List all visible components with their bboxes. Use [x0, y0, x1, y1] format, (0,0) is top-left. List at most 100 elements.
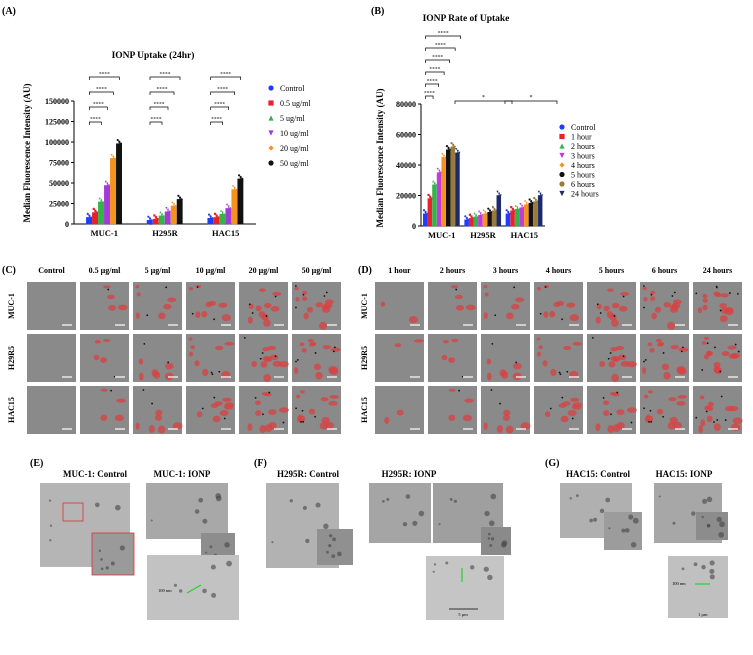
particle: [695, 292, 698, 295]
sig-bracket: [88, 76, 120, 80]
cell-fluorescence: [319, 321, 328, 330]
data-point: [214, 218, 217, 221]
sig-label: ****: [217, 87, 228, 93]
cell-fluorescence: [251, 360, 257, 368]
cell-fluorescence: [543, 311, 549, 319]
particle: [724, 419, 727, 421]
micrograph: [133, 282, 182, 330]
y-tick-label: 0: [65, 220, 69, 229]
cell-fluorescence: [611, 319, 619, 327]
data-point: [465, 217, 468, 220]
tem-e-control-inset: [92, 533, 134, 575]
particle: [607, 357, 610, 360]
cell-fluorescence: [611, 373, 619, 382]
particle: [515, 361, 518, 364]
cell-fluorescence: [167, 297, 177, 303]
cell-fluorescence: [195, 311, 201, 319]
panel-label-b: (B): [371, 6, 384, 17]
y-tick-label: 100000: [45, 138, 69, 147]
particle: [559, 373, 562, 376]
cell-fluorescence: [330, 347, 341, 352]
organelle: [487, 574, 493, 581]
sig-bracket: [210, 91, 236, 95]
organelle: [483, 566, 489, 572]
data-point: [488, 212, 491, 216]
cell-fluorescence: [599, 360, 605, 368]
data-point: [216, 219, 219, 223]
data-point: [434, 187, 437, 190]
data-point: [437, 173, 440, 176]
data-point: [222, 216, 225, 219]
data-point: [221, 211, 224, 214]
data-point: [95, 211, 99, 214]
particle: [300, 421, 302, 423]
sig-label: *: [530, 95, 533, 101]
particle: [323, 295, 326, 297]
panel-label-f: (F): [254, 458, 267, 469]
cell-fluorescence: [380, 301, 386, 307]
cell-fluorescence: [676, 400, 686, 406]
data-point: [499, 194, 502, 197]
cell-fluorescence: [138, 358, 144, 365]
cell-fluorescence: [259, 425, 267, 433]
cell-fluorescence: [263, 373, 271, 382]
cell-fluorescence: [215, 345, 224, 351]
particle: [213, 318, 215, 321]
particle: [599, 312, 602, 314]
x-tick-label: H295R: [152, 228, 178, 238]
data-point: [455, 153, 459, 156]
cell-fluorescence: [538, 345, 543, 350]
organelle: [432, 570, 435, 573]
cell-fluorescence: [301, 348, 307, 353]
particle: [248, 303, 251, 306]
data-point: [227, 205, 230, 208]
data-point: [540, 194, 544, 197]
row-label: HAC15: [360, 397, 369, 423]
data-point: [484, 210, 487, 214]
organelle: [405, 494, 411, 499]
data-point: [110, 153, 113, 156]
cell-fluorescence: [607, 425, 615, 433]
data-point: [465, 220, 468, 223]
data-point: [452, 149, 456, 152]
cell-fluorescence: [263, 319, 271, 327]
data-point: [496, 190, 499, 193]
organelle: [332, 537, 336, 542]
particle: [302, 420, 305, 423]
particle: [622, 355, 625, 358]
data-point: [99, 202, 102, 205]
cell-fluorescence: [272, 291, 282, 296]
cell-fluorescence: [536, 351, 542, 357]
row-label: MUC-1: [360, 293, 369, 319]
chart-a-title: IONP Uptake (24hr): [112, 50, 195, 61]
cell-fluorescence: [278, 407, 289, 413]
cell-fluorescence: [138, 372, 144, 381]
cell-fluorescence: [302, 296, 308, 301]
cell-fluorescence: [595, 316, 601, 324]
particle: [165, 286, 168, 289]
cell-fluorescence: [706, 350, 712, 356]
bar: [432, 184, 437, 227]
cell-fluorescence: [313, 363, 321, 371]
tem-e-ionp-image: [146, 483, 228, 539]
data-point: [538, 196, 541, 199]
cell-fluorescence: [496, 425, 503, 433]
data-point: [448, 152, 451, 155]
bar: [537, 195, 543, 227]
cell-fluorescence: [448, 414, 456, 422]
cell-fluorescence: [501, 371, 509, 379]
data-point: [172, 206, 175, 209]
data-point: [155, 221, 158, 224]
particle: [561, 396, 564, 399]
cell-fluorescence: [610, 346, 618, 352]
data-point: [519, 203, 522, 206]
particle: [499, 402, 501, 405]
data-point: [160, 216, 163, 219]
tem-g-control-title: HAC15: Control: [566, 469, 631, 479]
cell-fluorescence: [727, 345, 737, 350]
particle: [301, 409, 304, 412]
micrograph: [80, 386, 129, 434]
cell-fluorescence: [543, 284, 550, 289]
data-point: [458, 151, 461, 154]
